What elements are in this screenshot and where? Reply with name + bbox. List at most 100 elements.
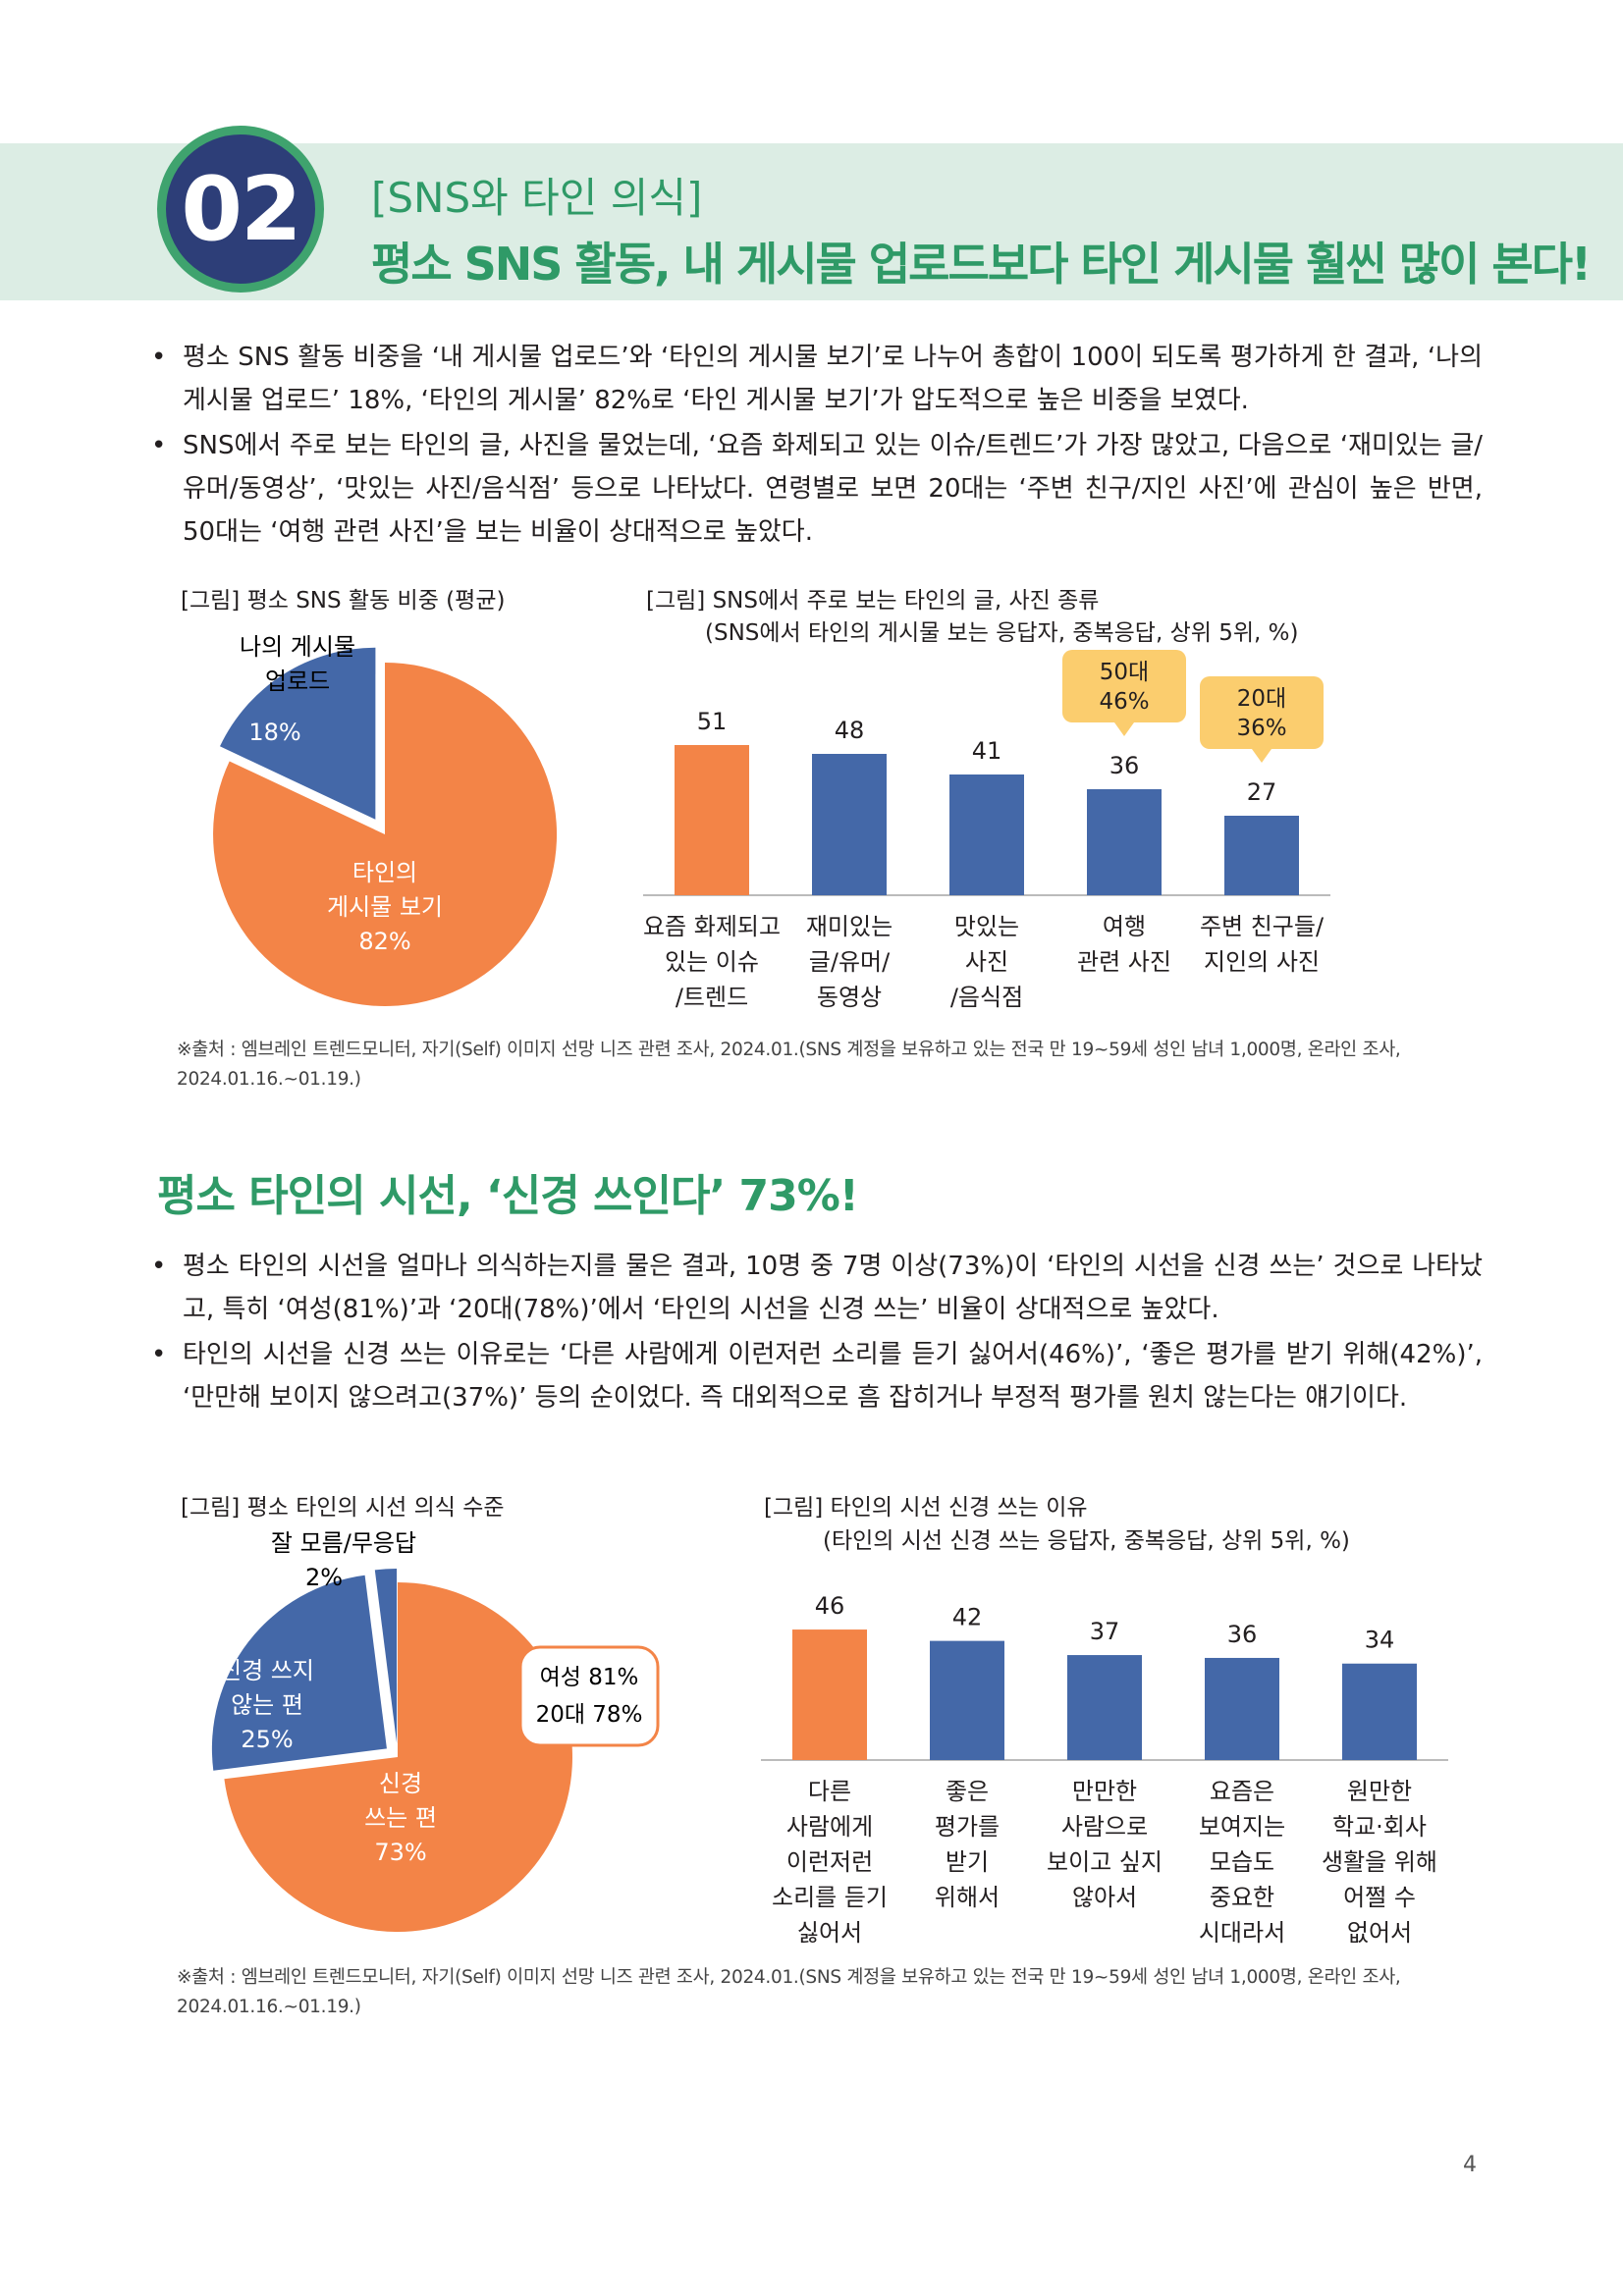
callout-pointer [1114,722,1134,736]
category-label: 관련 사진 [1077,948,1171,976]
section1-bullet-list: 평소 SNS 활동 비중을 ‘내 게시물 업로드’와 ‘타인의 게시물 보기’로… [147,336,1483,554]
category-label: 요즘은 [1210,1778,1274,1805]
category-label: 여행 [1103,913,1146,940]
category-label: 중요한 [1210,1884,1274,1911]
figure-caption: [그림] 평소 SNS 활동 비중 (평균) [181,588,506,614]
bar [949,774,1024,895]
figure-caption: [그림] SNS에서 주로 보는 타인의 글, 사진 종류 [646,588,1100,614]
callout-bubble [1200,676,1324,749]
category-label: 소리를 듣기 [772,1884,888,1911]
category-label: 않아서 [1072,1884,1137,1911]
category-label: 모습도 [1210,1848,1274,1876]
category-label: 싫어서 [797,1919,862,1947]
bar-value-label: 42 [952,1604,983,1631]
callout-text: 20대 [1237,686,1286,712]
callout-text: 46% [1099,689,1149,715]
bullet-item: 평소 SNS 활동 비중을 ‘내 게시물 업로드’와 ‘타인의 게시물 보기’로… [147,336,1483,422]
bullet-item: 타인의 시선을 신경 쓰는 이유로는 ‘다른 사람에게 이런저런 소리를 듣기 … [147,1333,1483,1419]
bullet-item: SNS에서 주로 보는 타인의 글, 사진을 물었는데, ‘요즘 화제되고 있는… [147,424,1483,554]
pie-chart-attention-level: 잘 모름/무응답 2% 신경 쓰지 않는 편 25% 신경 쓰는 편 73% 여… [211,1529,660,1932]
category-label: 시대라서 [1199,1919,1285,1947]
section-number-badge: 02 [157,126,324,293]
bar [792,1629,867,1760]
figure-caption: [그림] 타인의 시선 신경 쓰는 이유 [764,1495,1088,1521]
pie-label: 쓰는 편 [364,1804,437,1832]
callout-text: 20대 78% [536,1702,643,1728]
bar [675,745,749,895]
pie-slice-my-posts [220,647,376,820]
pie-slice-others-posts [213,663,558,1006]
pie-label: 게시물 보기 [327,893,443,921]
bar [812,754,887,895]
category-label: 주변 친구들/ [1200,913,1325,940]
category-label: 재미있는 [806,913,893,940]
pie-label: 않는 편 [231,1691,303,1719]
pie-value-label: 25% [241,1726,293,1753]
callout-text: 여성 81% [540,1665,639,1690]
bar-value-label: 36 [1227,1621,1258,1648]
category-label: 생활을 위해 [1322,1848,1437,1876]
section-subtitle: [SNS와 타인 의식] [371,174,703,222]
bar [1087,789,1162,895]
callout-text: 50대 [1100,660,1149,685]
bar [1224,816,1299,895]
bar-value-label: 34 [1365,1627,1395,1654]
pie-value-label: 2% [305,1564,343,1591]
callout-arrow [444,1647,522,1690]
category-label: 사진 [965,948,1008,976]
bar-value-label: 46 [815,1592,845,1620]
section2-heading: 평소 타인의 시선, ‘신경 쓰인다’ 73%! [157,1171,859,1221]
category-label: 글/유머/ [809,948,891,976]
bar [1342,1663,1417,1760]
figure-caption: [그림] 평소 타인의 시선 의식 수준 [181,1495,505,1521]
pie-value-label: 82% [358,928,410,955]
pie-label: 타인의 [352,859,417,886]
section-number: 02 [181,157,301,261]
callout-pointer [1252,749,1271,763]
pie-chart-sns-activity: 나의 게시물 업로드 18% 타인의 게시물 보기 82% [213,633,558,1006]
bar-value-label: 37 [1090,1618,1120,1645]
category-label: 이런저런 [786,1848,873,1876]
bar [930,1640,1004,1760]
category-label: 보이고 싶지 [1047,1848,1163,1876]
bar [1067,1655,1142,1760]
bullet-item: 평소 타인의 시선을 얼마나 의식하는지를 물은 결과, 10명 중 7명 이상… [147,1245,1483,1331]
category-label: 다른 [808,1778,851,1805]
pie-slice-not-care [211,1575,387,1771]
figure-subtitle: (SNS에서 타인의 게시물 보는 응답자, 중복응답, 상위 5위, %) [705,620,1299,646]
bar-value-label: 36 [1109,752,1140,779]
section2-bullet-list: 평소 타인의 시선을 얼마나 의식하는지를 물은 결과, 10명 중 7명 이상… [147,1245,1483,1419]
figure-subtitle: (타인의 시선 신경 쓰는 응답자, 중복응답, 상위 5위, %) [823,1528,1350,1554]
bar-value-label: 27 [1247,778,1277,806]
pie-slice-unknown [374,1569,398,1744]
source-note: ※출처 : 엠브레인 트렌드모니터, 자기(Self) 이미지 선망 니즈 관련… [177,1967,1401,2017]
pie-label: 신경 [379,1770,422,1797]
pie-label: 잘 모름/무응답 [271,1529,416,1557]
category-label: 맛있는 [954,913,1019,940]
category-label: 있는 이슈 [665,948,759,976]
bar-value-label: 51 [697,708,728,735]
category-label: 사람으로 [1061,1813,1148,1841]
category-label: 만만한 [1072,1778,1137,1805]
pie-value-label: 18% [248,719,300,746]
callout-bubble [1062,650,1186,722]
category-label: 보여지는 [1199,1813,1285,1841]
bar-value-label: 48 [835,717,865,744]
category-label: 평가를 [935,1813,1000,1841]
bar-value-label: 41 [972,737,1002,765]
callout-text: 36% [1236,716,1286,741]
category-label: 없어서 [1347,1919,1412,1947]
category-label: 동영상 [817,984,882,1011]
category-label: 좋은 [946,1778,989,1805]
category-label: 사람에게 [786,1813,873,1841]
category-label: 받기 [946,1848,989,1876]
category-label: 요즘 화제되고 [643,913,781,940]
category-label: /트렌드 [676,984,748,1011]
category-label: 학교·회사 [1332,1813,1427,1841]
category-label: 어쩔 수 [1343,1884,1416,1911]
callout-box [518,1645,660,1747]
pie-label: 업로드 [265,667,330,695]
pie-label: 나의 게시물 [240,633,355,661]
bar [1205,1657,1279,1760]
